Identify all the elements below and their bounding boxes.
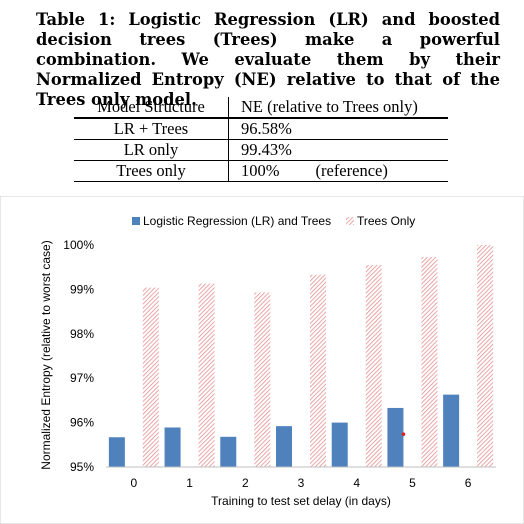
bar-chart: Logistic Regression (LR) and Trees Trees…	[0, 196, 524, 524]
bar-lr-trees	[220, 436, 237, 467]
bar-lr-trees	[276, 426, 292, 467]
bars-group	[108, 245, 494, 467]
table-row: LR only 99.43%	[74, 139, 448, 161]
bar-trees-only	[477, 245, 494, 467]
bar-lr-trees	[331, 422, 348, 467]
reference-note: (reference)	[315, 161, 388, 180]
table-caption: Table 1: Logistic Regression (LR) and bo…	[36, 10, 500, 109]
bar-lr-trees	[108, 437, 125, 467]
ne-value: 100%	[241, 161, 280, 180]
annotation-marks	[401, 432, 406, 436]
bar-lr-trees	[387, 407, 404, 467]
table-cell-model: Trees only	[74, 160, 229, 182]
table-cell-model: LR only	[74, 139, 229, 161]
y-tick-label: 95%	[70, 460, 94, 474]
bar-trees-only	[421, 256, 438, 467]
bar-trees-only	[198, 283, 215, 467]
ne-value: 96.58%	[241, 119, 292, 138]
x-axis-ticks: 0 1 2 3 4 5 6	[131, 476, 472, 490]
bar-lr-trees	[164, 427, 181, 467]
y-tick-label: 100%	[63, 238, 94, 252]
x-tick-label: 2	[242, 476, 249, 490]
bar-trees-only	[365, 264, 382, 467]
table-header-ne: NE (relative to Trees only)	[228, 97, 448, 119]
y-tick-label: 97%	[70, 371, 94, 385]
annotation-dot	[401, 432, 406, 436]
y-axis-label: Normalized Entropy (relative to worst ca…	[39, 240, 53, 469]
x-tick-label: 6	[465, 476, 472, 490]
x-tick-label: 4	[353, 476, 360, 490]
table-header-model: Model Structure	[74, 97, 229, 119]
legend-swatch-lr-trees	[132, 217, 140, 225]
x-axis-label: Training to test set delay (in days)	[211, 494, 391, 508]
table-cell-model: LR + Trees	[74, 118, 229, 140]
y-tick-label: 96%	[70, 416, 94, 430]
x-tick-label: 3	[298, 476, 305, 490]
table-cell-ne: 100% (reference)	[228, 160, 448, 182]
y-axis-ticks: 95% 96% 97% 98% 99% 100%	[63, 238, 94, 474]
x-tick-label: 1	[186, 476, 193, 490]
bar-trees-only	[142, 287, 159, 467]
y-tick-label: 99%	[70, 282, 94, 296]
bar-lr-trees	[443, 394, 460, 467]
results-table: Model Structure NE (relative to Trees on…	[74, 97, 448, 182]
y-tick-label: 98%	[70, 327, 94, 341]
legend-swatch-trees-only	[346, 217, 354, 225]
legend-label-lr-trees: Logistic Regression (LR) and Trees	[143, 214, 331, 228]
x-tick-label: 0	[131, 476, 138, 490]
chart-legend: Logistic Regression (LR) and Trees Trees…	[132, 214, 415, 228]
bar-trees-only	[310, 274, 326, 467]
x-tick-label: 5	[409, 476, 416, 490]
table-cell-ne: 96.58%	[228, 118, 448, 140]
table-row: Trees only 100% (reference)	[74, 160, 448, 182]
table-row: LR + Trees 96.58%	[74, 118, 448, 140]
bar-trees-only	[254, 292, 271, 467]
legend-label-trees-only: Trees Only	[357, 214, 415, 228]
ne-value: 99.43%	[241, 140, 292, 159]
table-cell-ne: 99.43%	[228, 139, 448, 161]
